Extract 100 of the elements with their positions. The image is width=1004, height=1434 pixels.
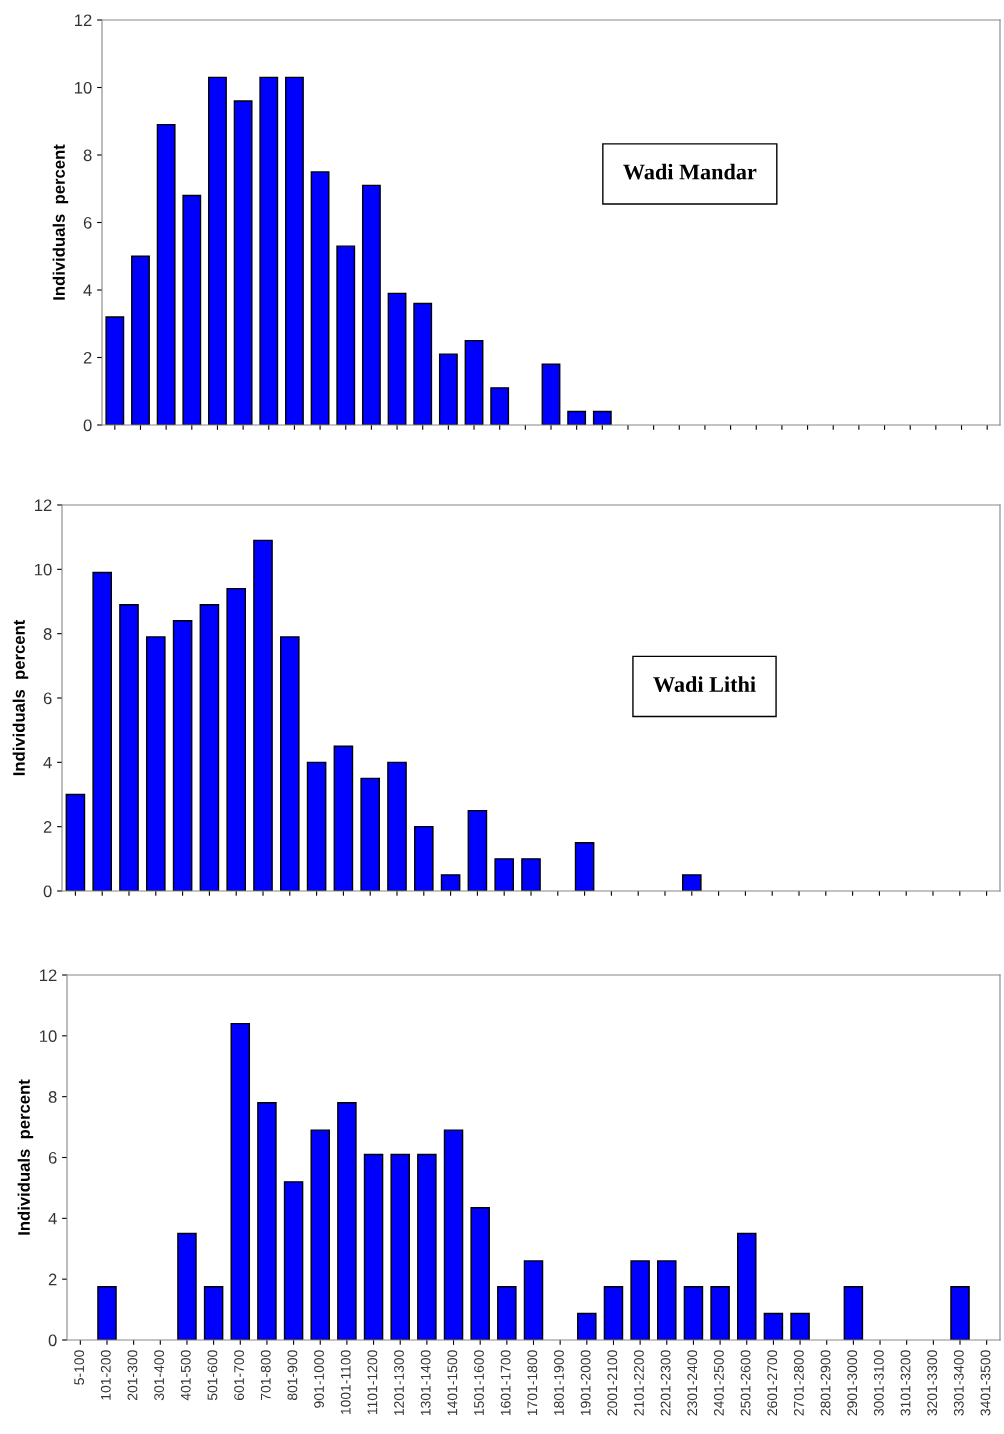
- bar: [337, 1102, 357, 1340]
- y-tick-label: 0: [83, 419, 92, 432]
- bar: [763, 1312, 784, 1340]
- x-tick-label: 2801-2900: [820, 1350, 831, 1416]
- x-tick-label: 2501-2600: [740, 1350, 751, 1416]
- bar: [417, 1153, 437, 1340]
- x-tick-label: 3401-3500: [980, 1350, 991, 1416]
- bar: [523, 1260, 544, 1340]
- x-tick-label: 3101-3200: [900, 1350, 911, 1416]
- bar: [497, 1286, 517, 1340]
- bar: [360, 777, 381, 891]
- x-tick-label: 701-800: [260, 1350, 271, 1400]
- bar: [233, 100, 253, 425]
- bar: [182, 194, 202, 425]
- y-axis-title: Individuals percent: [17, 1079, 34, 1235]
- y-tick-label: 12: [35, 499, 52, 512]
- bar: [710, 1286, 730, 1340]
- x-tick-label: 1901-2000: [580, 1350, 591, 1416]
- text: Wadi Lithi: [653, 676, 756, 693]
- y-tick-label: 6: [83, 216, 92, 229]
- x-tick-label: 1501-1600: [474, 1350, 484, 1416]
- bar: [736, 1232, 757, 1340]
- bar: [790, 1312, 810, 1340]
- x-tick-label: 101-200: [100, 1350, 111, 1400]
- bar: [92, 571, 113, 891]
- x-tick-label: 1701-1800: [527, 1350, 538, 1416]
- x-tick-label: 301-400: [154, 1350, 165, 1401]
- bar: [681, 874, 702, 891]
- x-tick-label: 401-500: [180, 1350, 191, 1401]
- bar: [603, 1286, 624, 1340]
- bar: [145, 636, 166, 891]
- x-tick-label: 601-700: [234, 1350, 244, 1400]
- bar: [843, 1286, 864, 1340]
- bar: [119, 604, 139, 891]
- bar: [490, 387, 510, 425]
- bar: [443, 1129, 464, 1340]
- bar: [306, 761, 327, 891]
- bar: [131, 255, 150, 425]
- x-tick-label: 1601-1700: [500, 1350, 511, 1416]
- bar: [567, 410, 587, 425]
- bar: [577, 1312, 597, 1340]
- y-tick-label: 8: [43, 628, 52, 640]
- x-tick-label: 3301-3400: [953, 1350, 964, 1416]
- bar: [253, 539, 273, 891]
- x-tick-label: 1001-1100: [340, 1350, 351, 1415]
- y-tick-label: 6: [43, 692, 52, 705]
- x-tick-label: 901-1000: [314, 1350, 324, 1408]
- x-tick-label: 801-900: [287, 1350, 298, 1401]
- bar: [592, 410, 612, 425]
- bar: [363, 1153, 384, 1340]
- bar: [310, 1129, 331, 1340]
- x-tick-label: 1101-1200: [367, 1350, 378, 1415]
- bar: [467, 809, 488, 891]
- x-tick-label: 1801-1900: [554, 1350, 564, 1416]
- y-tick-label: 12: [75, 14, 92, 27]
- y-tick-label: 0: [48, 1334, 57, 1347]
- x-tick-label: 2001-2100: [607, 1350, 618, 1416]
- x-tick-label: 201-300: [127, 1350, 138, 1400]
- bar: [310, 171, 330, 425]
- bar: [259, 76, 279, 425]
- y-tick-label: 4: [43, 756, 52, 769]
- bar: [333, 745, 354, 891]
- bar: [541, 363, 561, 425]
- bar: [285, 76, 304, 425]
- y-tick-label: 2: [43, 821, 52, 833]
- bar: [440, 874, 461, 891]
- bar: [279, 636, 300, 891]
- x-tick-label: 3001-3100: [873, 1350, 884, 1416]
- bar: [361, 184, 381, 425]
- bar: [413, 302, 433, 425]
- bar: [172, 620, 193, 891]
- y-tick-label: 10: [40, 1030, 57, 1043]
- y-tick-label: 2: [83, 351, 92, 364]
- bar: [203, 1286, 224, 1340]
- y-axis-title: Individuals percent: [12, 619, 29, 776]
- x-tick-label: 2401-2500: [713, 1350, 724, 1416]
- y-tick-label: 10: [75, 81, 92, 94]
- x-tick-label: 2201-2300: [660, 1350, 671, 1416]
- y-axis-title: Individuals percent: [52, 144, 69, 300]
- x-tick-label: 1201-1300: [394, 1350, 404, 1416]
- bar: [470, 1206, 490, 1340]
- bar: [464, 339, 484, 425]
- x-tick-label: 5-100: [74, 1350, 85, 1385]
- bar: [494, 858, 515, 891]
- x-tick-label: 2701-2800: [793, 1350, 804, 1416]
- bar: [208, 76, 227, 425]
- bar: [230, 1022, 251, 1340]
- bar: [387, 292, 407, 425]
- y-tick-label: 8: [48, 1091, 57, 1103]
- x-tick-label: 1401-1500: [447, 1350, 458, 1416]
- bar: [156, 123, 176, 425]
- x-tick-label: 1301-1400: [420, 1350, 431, 1416]
- bar: [950, 1286, 970, 1340]
- x-tick-label: 501-600: [207, 1350, 218, 1401]
- bar: [105, 316, 125, 425]
- bar: [283, 1181, 304, 1340]
- y-tick-label: 6: [48, 1151, 57, 1164]
- bar: [65, 793, 86, 891]
- y-tick-label: 4: [48, 1212, 57, 1225]
- bar: [574, 842, 595, 891]
